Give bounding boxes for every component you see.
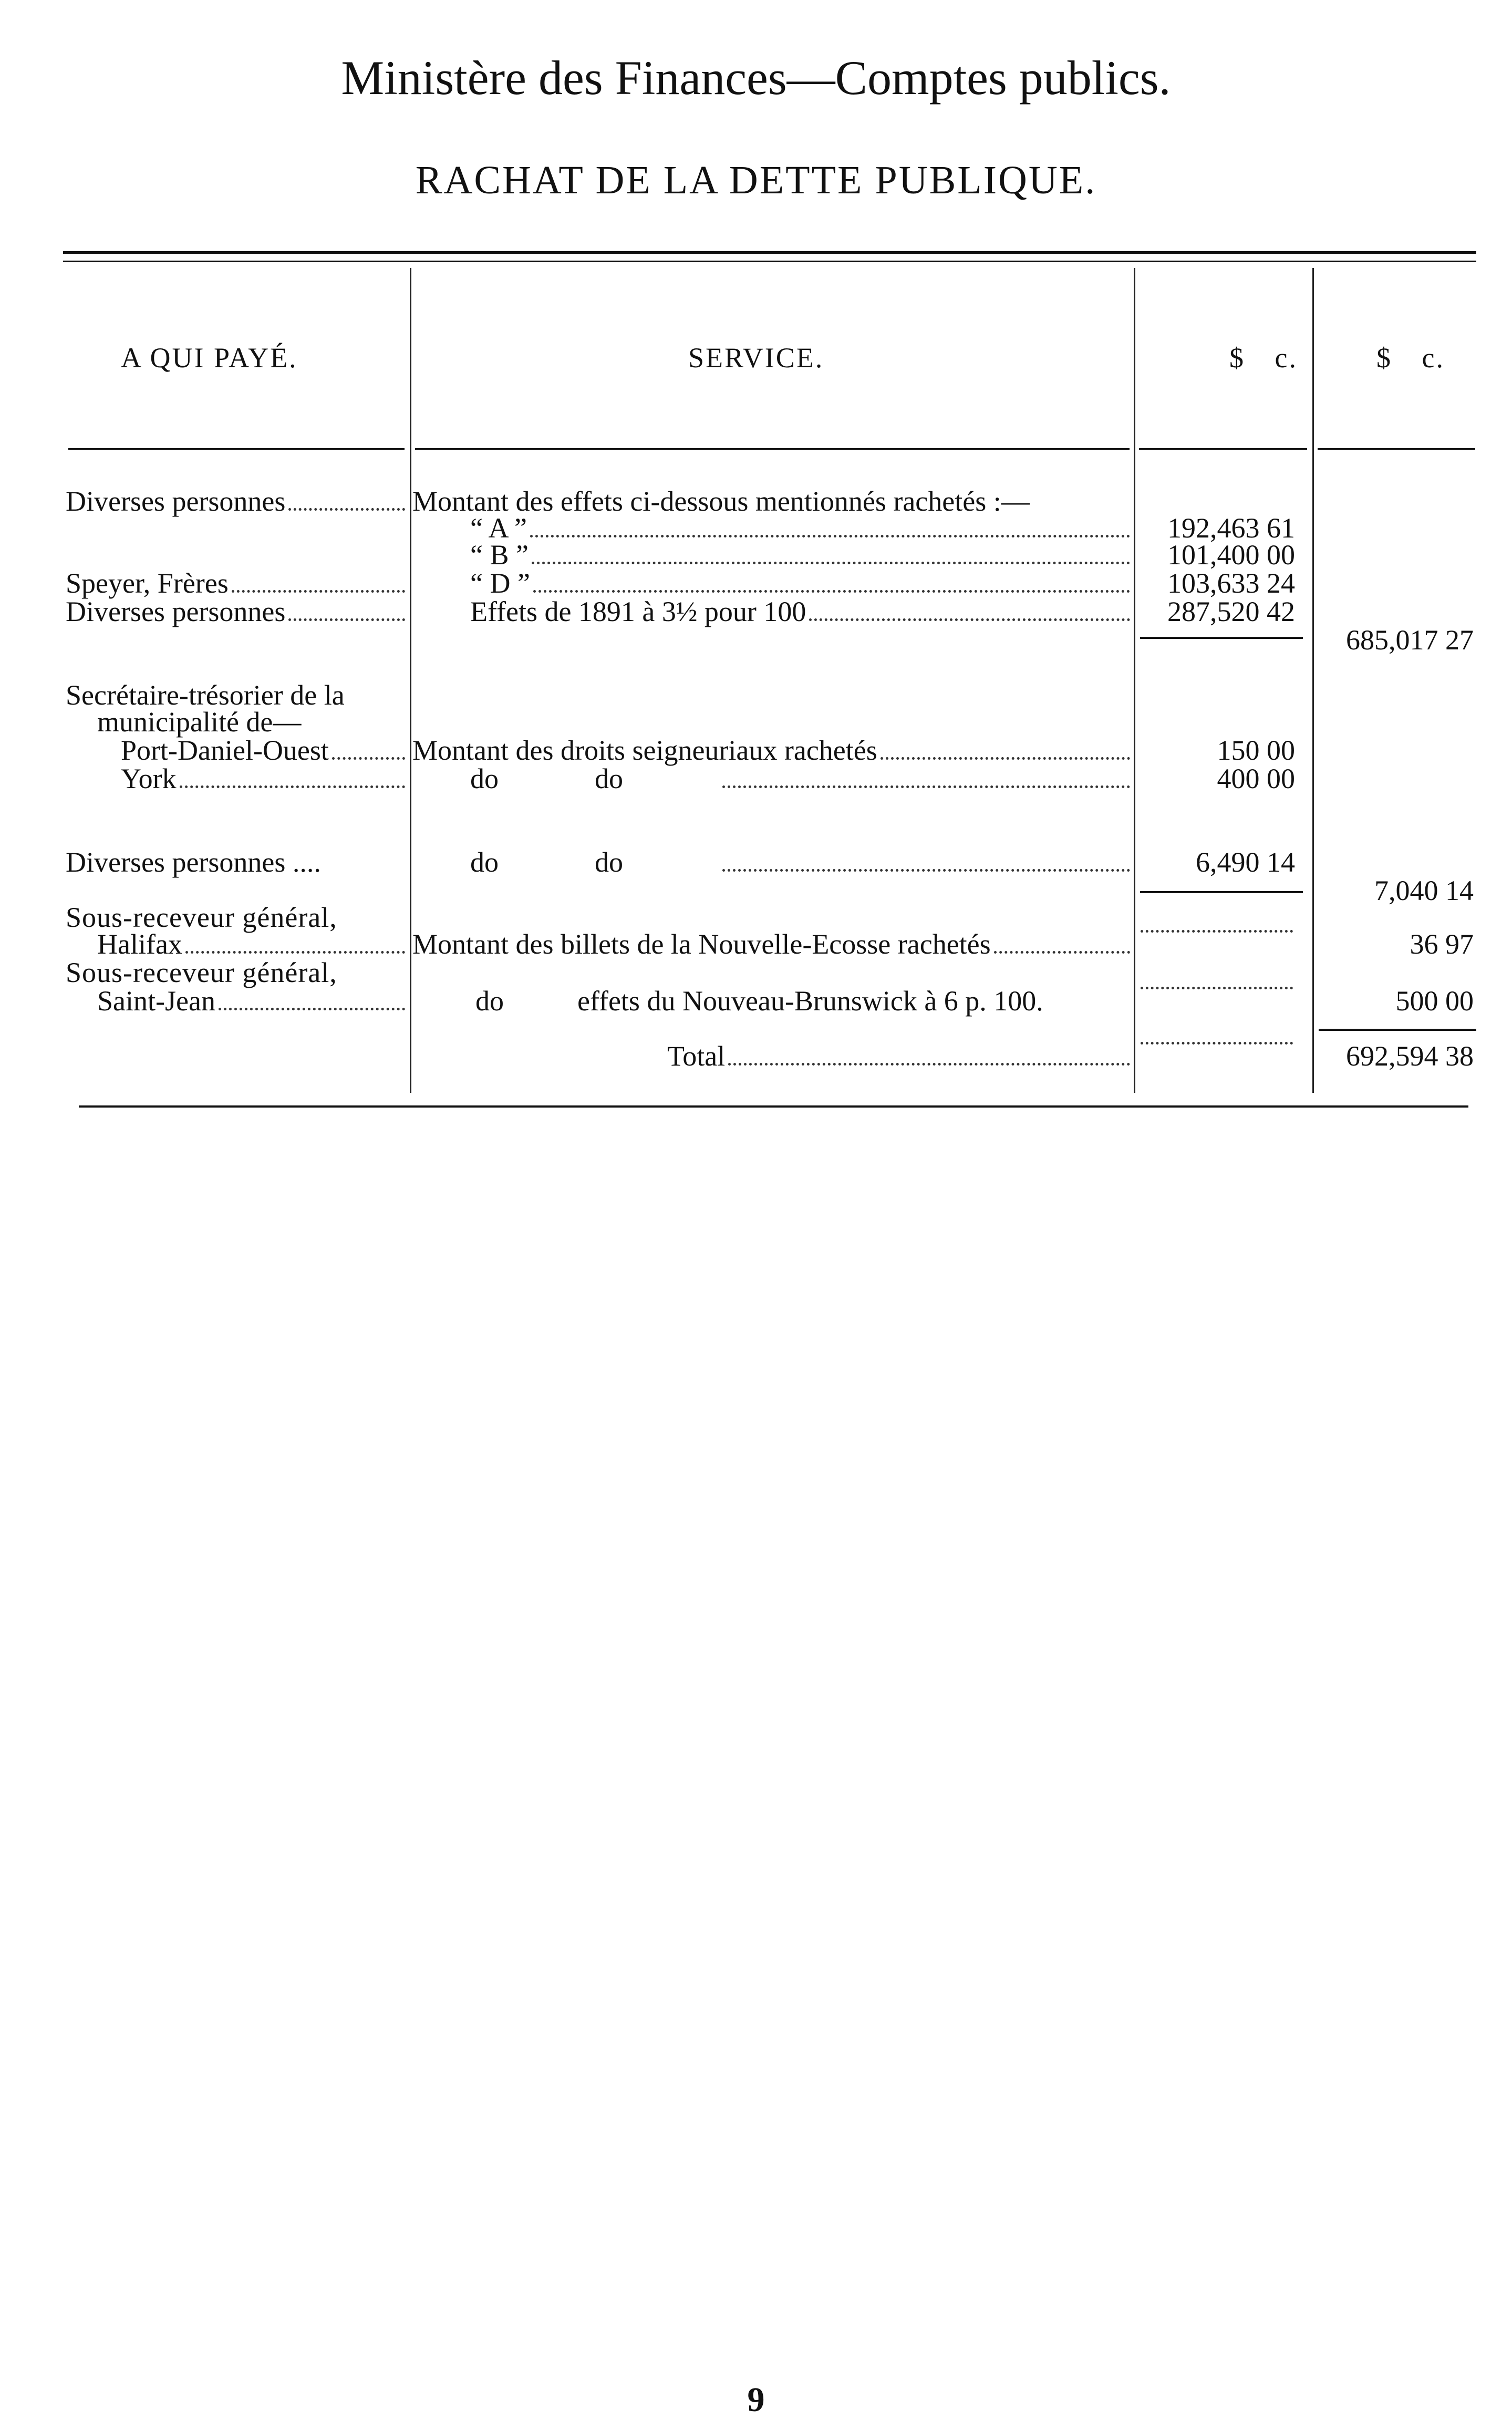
bottom-rule (79, 1105, 1468, 1108)
payee: Halifax (97, 928, 182, 960)
dot-leader (288, 508, 405, 511)
dot-leader (533, 590, 1130, 593)
table-row-service: “ B ” (412, 541, 1132, 569)
service-ditto: do (595, 846, 623, 878)
payee: municipalité de— (97, 706, 302, 738)
total: 500 00 (1395, 985, 1474, 1017)
dot-leader (531, 562, 1130, 564)
amount: 103,633 24 (1167, 567, 1295, 599)
dot-leader (1141, 930, 1293, 933)
dot-leader (722, 869, 1130, 872)
payee: Sous-receveur général, (66, 957, 337, 988)
dot-leader (288, 618, 405, 621)
column-divider (410, 268, 411, 1093)
header-total: $ c. (1376, 342, 1445, 374)
table-row-payee: Halifax (66, 930, 407, 958)
dot-leader (231, 590, 405, 593)
dot-leader (1141, 987, 1293, 989)
dot-leader (185, 951, 405, 954)
table-row-payee: Diverses personnes (66, 597, 407, 626)
service: do (475, 985, 504, 1017)
service: Montant des droits seigneuriaux rachetés (412, 735, 877, 766)
table-row-service: Montant des droits seigneuriaux rachetés (412, 736, 1132, 764)
table-row-payee: York (66, 764, 407, 793)
payee: Speyer, Frères (66, 567, 229, 599)
table-row-amount (1137, 930, 1295, 958)
dot-leader (993, 951, 1130, 954)
header-amount: $ c. (1229, 342, 1298, 374)
dot-leader (880, 757, 1130, 760)
payee: Diverses personnes (66, 485, 286, 517)
table-row-service: “ D ” (412, 569, 1132, 597)
service: “ D ” (470, 567, 530, 599)
service: “ A ” (470, 512, 527, 544)
payee: Secrétaire-trésorier de la (66, 679, 345, 711)
table-title: RACHAT DE LA DETTE PUBLIQUE. (415, 158, 1097, 202)
table-row-total: Total (412, 1042, 1132, 1070)
payee: Diverses personnes .... (66, 846, 321, 878)
table-row-payee: Saint-Jean (66, 987, 407, 1015)
amount: 400 00 (1217, 763, 1296, 794)
header-payee: A QUI PAYÉ. (121, 342, 298, 374)
amount: 150 00 (1217, 735, 1296, 766)
subtotal: 685,017 27 (1346, 624, 1474, 656)
amount: 6,490 14 (1196, 846, 1295, 878)
table-row-service: do do (412, 848, 1132, 876)
column-divider (1312, 268, 1314, 1093)
service-ditto: do (595, 763, 623, 794)
table-row-payee: Port-Daniel-Ouest (66, 736, 407, 764)
total: 36 97 (1410, 928, 1474, 960)
table-row-amount (1137, 1042, 1295, 1070)
page-number: 9 (747, 2381, 765, 2419)
dot-leader (1141, 1042, 1293, 1045)
table-row-service: do effets du Nouveau-Brunswick à 6 p. 100… (412, 987, 1132, 1015)
dot-leader (809, 618, 1130, 621)
table-row-amount (1137, 987, 1295, 1015)
header-service: SERVICE. (688, 342, 824, 374)
dot-leader (728, 1063, 1130, 1066)
service: Effets de 1891 à 3½ pour 100 (470, 596, 806, 627)
dot-leader (179, 785, 405, 788)
table-row-payee: Speyer, Frères (66, 569, 407, 597)
service-detail: effets du Nouveau-Brunswick à 6 p. 100. (577, 985, 1043, 1017)
service: do (470, 846, 499, 878)
payee: Sous-receveur général, (66, 902, 337, 933)
amount: 287,520 42 (1167, 596, 1295, 627)
header-rule (415, 448, 1130, 450)
dot-leader (722, 785, 1130, 788)
subtotal-rule (1140, 637, 1303, 639)
table-row-service: do do (412, 764, 1132, 793)
table-row-service: Montant des effets ci-dessous mentionnés… (412, 487, 1132, 515)
payee: Saint-Jean (97, 985, 215, 1017)
table-row-service: Effets de 1891 à 3½ pour 100 (412, 597, 1132, 626)
top-rule-inner (63, 261, 1476, 262)
amount: 192,463 61 (1167, 512, 1295, 544)
table-row-service: Montant des billets de la Nouvelle-Ecoss… (412, 930, 1132, 958)
amount: 101,400 00 (1167, 539, 1295, 571)
payee: Diverses personnes (66, 596, 286, 627)
service: do (470, 763, 499, 794)
grand-total: 692,594 38 (1346, 1040, 1474, 1072)
service: Montant des effets ci-dessous mentionnés… (412, 485, 1030, 517)
total-rule (1319, 1029, 1476, 1031)
column-divider (1134, 268, 1135, 1093)
service: “ B ” (470, 539, 529, 571)
table-row-payee: Diverses personnes (66, 487, 407, 515)
subtotal-rule (1140, 891, 1303, 893)
dot-leader (218, 1008, 405, 1010)
table-row-service: “ A ” (412, 514, 1132, 542)
header-rule (68, 448, 405, 450)
top-rule (63, 251, 1476, 254)
payee: Port-Daniel-Ouest (121, 735, 329, 766)
header-rule (1318, 448, 1475, 450)
header-rule (1139, 448, 1307, 450)
dot-leader (332, 757, 405, 760)
total-label: Total (667, 1040, 726, 1072)
page-title: Ministère des Finances—Comptes publics. (341, 51, 1171, 105)
subtotal: 7,040 14 (1374, 875, 1474, 906)
service: Montant des billets de la Nouvelle-Ecoss… (412, 928, 991, 960)
payee: York (121, 763, 177, 794)
dot-leader (530, 535, 1130, 537)
